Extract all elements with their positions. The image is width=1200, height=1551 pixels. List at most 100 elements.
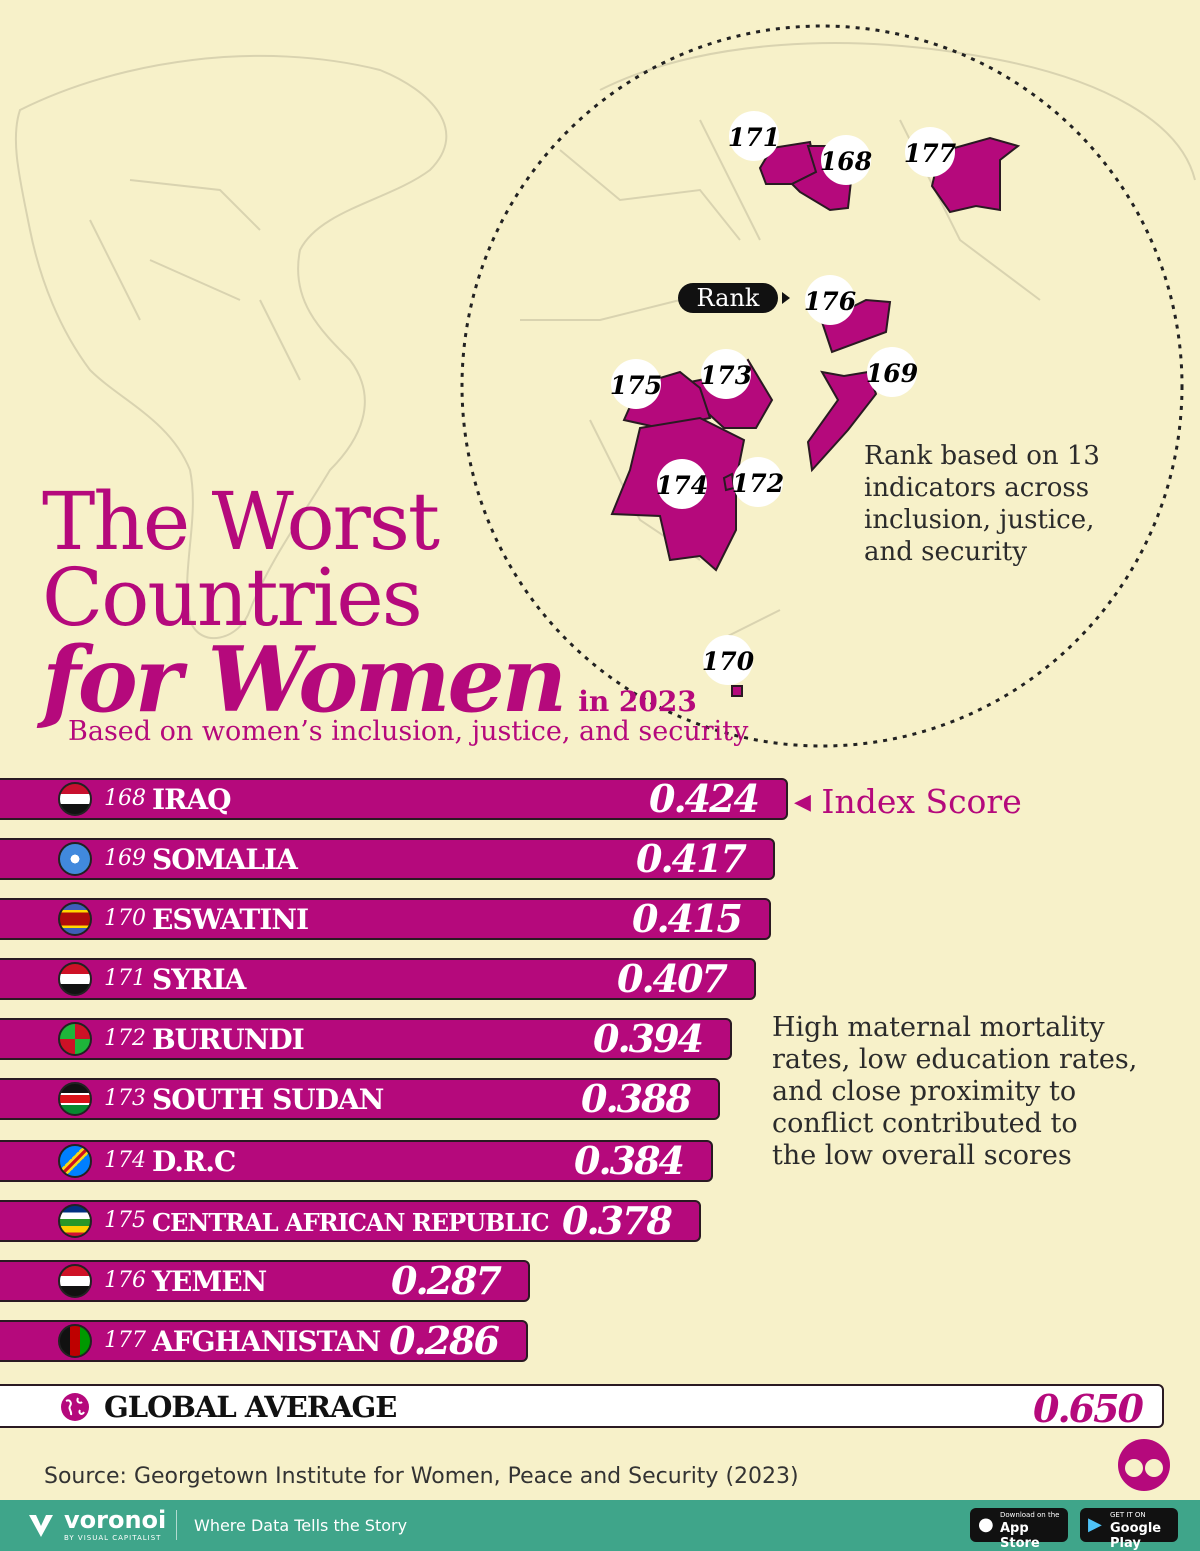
left-triangle-icon: ◀ <box>794 790 811 815</box>
subtitle: Based on women’s inclusion, justice, and… <box>68 716 749 747</box>
title-year: in 2023 <box>578 685 697 718</box>
bar-south-sudan <box>0 1078 720 1120</box>
bar-syria <box>0 958 756 1000</box>
category-label: D.R.C <box>152 1145 236 1178</box>
title-line-3-text: for Women <box>42 627 567 733</box>
bar-central-african-republic <box>0 1200 701 1242</box>
value-label: 0.417 <box>636 836 747 881</box>
marker-172: 172 <box>732 457 784 507</box>
global-average-value: 0.650 <box>1033 1386 1144 1431</box>
category-label: CENTRAL AFRICAN REPUBLIC <box>152 1208 550 1237</box>
marker-177: 177 <box>904 127 957 177</box>
marker-168-label: 168 <box>820 147 872 176</box>
flag-iraq-icon <box>58 782 92 816</box>
rank-label: 175 <box>104 1208 146 1233</box>
brand-name: voronoi <box>64 1506 167 1534</box>
flag-d-r-c-icon <box>58 1144 92 1178</box>
apple-icon: ● <box>978 1514 994 1535</box>
marker-176-label: 176 <box>804 287 856 316</box>
rank-pill: Rank <box>678 283 790 313</box>
google-play-small: GET IT ON <box>1110 1511 1146 1519</box>
africa-middle-east-map: 171 168 177 176 175 173 169 174 172 170 … <box>14 24 1196 748</box>
title-line-3: for Women in 2023 <box>42 635 697 746</box>
marker-170: 170 <box>702 635 755 685</box>
marker-175-label: 175 <box>610 371 662 400</box>
rank-label: 171 <box>104 966 146 991</box>
rank-markers: 171 168 177 176 175 173 169 174 172 170 <box>610 111 957 685</box>
page-title: The Worst Countries for Women in 2023 <box>42 482 697 746</box>
rank-label: 172 <box>104 1026 146 1051</box>
cause-note-line: rates, low education rates, <box>772 1044 1138 1075</box>
value-label: 0.378 <box>562 1198 673 1243</box>
marker-171: 171 <box>728 111 780 161</box>
google-play-label: Google Play <box>1110 1521 1162 1551</box>
rank-label: 173 <box>104 1086 146 1111</box>
index-score-legend: ◀ Index Score <box>794 782 1022 821</box>
rank-pill-label: Rank <box>697 284 760 312</box>
bar-d-r-c <box>0 1140 713 1182</box>
rank-note-line: Rank based on 13 <box>864 441 1100 471</box>
flag-yemen-icon <box>58 1264 92 1298</box>
marker-173: 173 <box>700 349 752 399</box>
footer: voronoi BY VISUAL CAPITALIST Where Data … <box>0 1500 1200 1551</box>
marker-170-label: 170 <box>702 647 755 676</box>
eswatini-shape <box>731 685 743 697</box>
flag-south-sudan-icon <box>58 1082 92 1116</box>
category-label: YEMEN <box>152 1265 267 1298</box>
brand-sub: BY VISUAL CAPITALIST <box>64 1534 162 1542</box>
rank-note-line: and security <box>864 537 1028 567</box>
category-label: AFGHANISTAN <box>152 1325 381 1358</box>
rank-label: 168 <box>104 786 146 811</box>
source-note: Source: Georgetown Institute for Women, … <box>44 1464 799 1489</box>
rank-note-line: indicators across <box>864 473 1090 503</box>
global-average-label: GLOBAL AVERAGE <box>104 1390 397 1424</box>
voronoi-logo-icon <box>29 1515 53 1537</box>
cause-note-line: and close proximity to <box>772 1076 1077 1107</box>
bar-eswatini <box>0 898 771 940</box>
cause-note-line: High maternal mortality <box>772 1012 1105 1043</box>
tagline: Where Data Tells the Story <box>194 1516 408 1535</box>
play-icon: ▶ <box>1088 1514 1102 1535</box>
category-label: BURUNDI <box>152 1023 305 1056</box>
category-label: SYRIA <box>152 963 246 996</box>
value-label: 0.415 <box>632 896 743 941</box>
bar-yemen <box>0 1260 530 1302</box>
bar-somalia <box>0 838 775 880</box>
flag-burundi-icon <box>58 1022 92 1056</box>
marker-169-label: 169 <box>866 359 918 388</box>
flag-central-african-republic-icon <box>58 1204 92 1238</box>
flag-afghanistan-icon <box>58 1324 92 1358</box>
marker-177-label: 177 <box>904 139 957 168</box>
google-play-button[interactable]: ▶ GET IT ON Google Play <box>1080 1508 1178 1551</box>
cause-note-line: the low overall scores <box>772 1140 1072 1171</box>
marker-176: 176 <box>804 275 856 325</box>
marker-172-label: 172 <box>732 469 784 498</box>
rank-label: 169 <box>104 846 146 871</box>
category-label: SOUTH SUDAN <box>152 1083 384 1116</box>
bar-iraq <box>0 778 788 820</box>
value-label: 0.424 <box>649 776 760 821</box>
world-outline <box>14 42 1196 641</box>
cause-note: High maternal mortality rates, low educa… <box>772 1012 1137 1172</box>
yemen-shape <box>820 298 892 354</box>
app-store-label: App Store <box>1000 1521 1040 1551</box>
app-store-button[interactable]: ● Download on the App Store <box>970 1508 1068 1551</box>
marker-169: 169 <box>866 347 918 397</box>
marker-175: 175 <box>610 359 662 409</box>
marker-174: 174 <box>656 459 708 509</box>
value-label: 0.388 <box>581 1076 692 1121</box>
value-label: 0.287 <box>391 1258 502 1303</box>
rank-label: 176 <box>104 1268 146 1293</box>
flag-syria-icon <box>58 962 92 996</box>
rank-note-line: inclusion, justice, <box>864 505 1095 535</box>
cause-note-line: conflict contributed to <box>772 1108 1078 1139</box>
marker-168: 168 <box>820 135 872 185</box>
zoom-circle <box>460 24 1184 748</box>
flag-eswatini-icon <box>58 902 92 936</box>
flag-somalia-icon <box>58 842 92 876</box>
title-line-2: Countries <box>42 551 423 644</box>
globe-icon <box>61 1393 89 1421</box>
index-score-label: Index Score <box>821 782 1022 821</box>
value-label: 0.286 <box>389 1318 500 1363</box>
visual-capitalist-logo-icon <box>1118 1439 1170 1491</box>
